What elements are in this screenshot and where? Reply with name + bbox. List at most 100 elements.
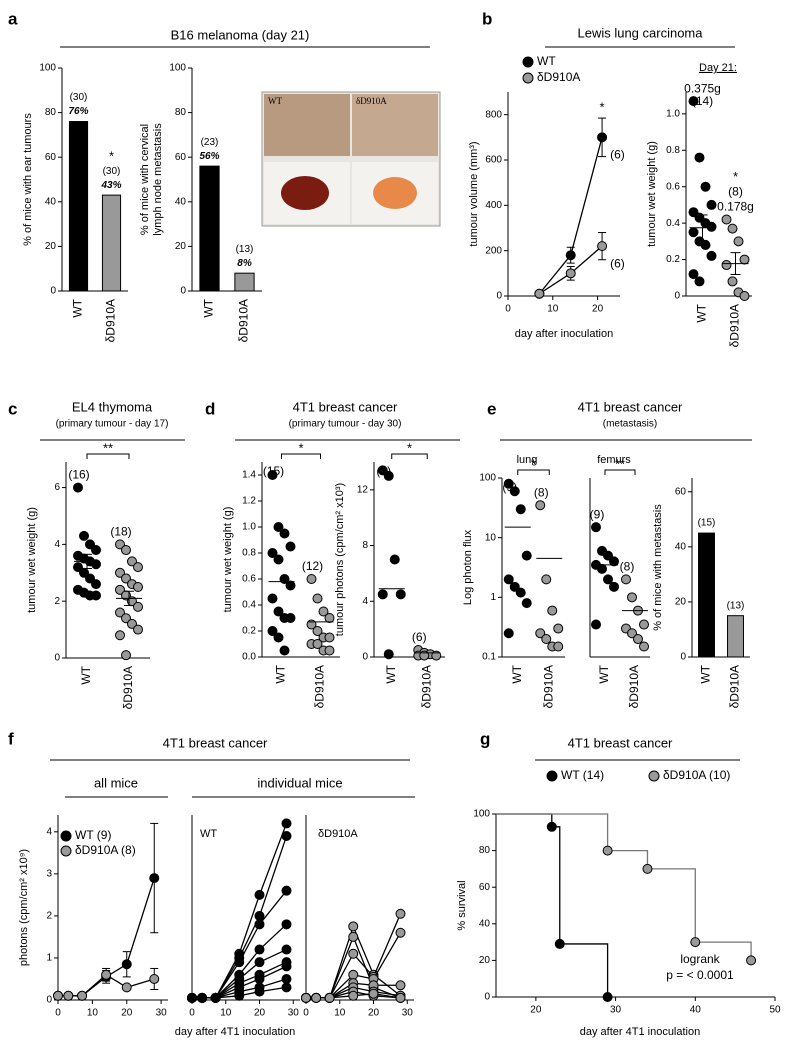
point (521, 598, 532, 609)
x-tick-label: WT (695, 303, 709, 322)
y-tick-label: 40 (479, 918, 491, 929)
photo-label: δD910A (356, 96, 387, 106)
n-label: (12) (302, 559, 323, 573)
y-tick-label: 60 (675, 486, 687, 497)
x-tick-label: WT (699, 664, 713, 683)
panel-letter: g (480, 729, 490, 748)
y-tick-label: 100 (473, 809, 490, 820)
point (739, 254, 750, 265)
point (553, 641, 564, 652)
significance: * (407, 440, 412, 455)
point (121, 545, 131, 556)
x-tick-label: WT (384, 664, 398, 683)
point (234, 957, 245, 968)
n-label: (9) (502, 480, 517, 494)
y-tick-label: 0.4 (666, 218, 680, 229)
y-tick-label: 2 (46, 911, 52, 922)
significance: * (298, 440, 303, 455)
point (127, 618, 137, 629)
point (273, 554, 284, 565)
y-axis-label: tumour wet weight (g) (222, 507, 234, 613)
y-tick-label: 200 (485, 245, 502, 256)
y-axis-label: tumour wet weight (g) (26, 507, 38, 613)
point (149, 973, 160, 984)
n-label: (15) (263, 464, 284, 478)
y-tick-label: 100 (479, 473, 496, 484)
point (324, 632, 335, 643)
point (121, 573, 131, 584)
y-axis-label: lymph node metastasis (152, 123, 164, 236)
point (515, 587, 526, 598)
point (115, 630, 125, 641)
group-label: individual mice (257, 775, 342, 790)
legend-label: WT (9) (75, 828, 111, 842)
y-tick-label: 40 (175, 196, 187, 207)
y-tick-label: 3 (46, 869, 52, 880)
survival-curve (496, 813, 752, 961)
legend-label: WT (14) (561, 768, 604, 782)
value-label: 8% (237, 258, 252, 269)
y-tick-label: 20 (45, 241, 57, 252)
photo-tumour (373, 177, 417, 209)
point (591, 522, 601, 533)
point (509, 486, 520, 497)
point (431, 650, 442, 661)
y-tick-label: 0.8 (242, 548, 256, 559)
panel-letter: b (482, 9, 492, 28)
y-tick-label: 0 (680, 652, 686, 663)
point (633, 634, 643, 645)
n-label: (13) (727, 600, 745, 611)
y-tick-label: 60 (175, 152, 187, 163)
y-tick-label: 1.4 (242, 470, 256, 481)
point (535, 500, 546, 511)
bracket (517, 469, 550, 475)
point (602, 845, 613, 856)
point (85, 573, 95, 584)
point (121, 650, 131, 661)
n-label: (8) (728, 185, 743, 199)
point (553, 623, 564, 634)
panel-subtitle: (primary tumour - day 17) (56, 419, 169, 430)
point (127, 556, 137, 567)
bracket (604, 469, 636, 475)
value-label: 76% (68, 106, 88, 117)
point (254, 910, 265, 921)
point (639, 641, 649, 652)
x-tick-label: WT (597, 664, 611, 683)
point (503, 628, 514, 639)
point (254, 973, 265, 984)
point (602, 992, 613, 1002)
y-tick-label: 80 (479, 845, 491, 856)
y-tick-label: 20 (175, 241, 187, 252)
y-tick-label: 80 (175, 107, 187, 118)
point (306, 574, 317, 584)
point (377, 589, 388, 600)
x-tick-label: 0 (303, 1008, 309, 1019)
point (389, 554, 400, 565)
point (324, 992, 335, 1003)
point (706, 199, 717, 210)
x-tick-label: δD910A (728, 665, 742, 708)
point (642, 863, 653, 874)
x-axis-label: day after inoculation (515, 328, 613, 340)
point (554, 938, 565, 949)
point (63, 990, 74, 1001)
point (348, 969, 359, 980)
point (727, 223, 738, 234)
x-tick-label: 0 (505, 304, 511, 315)
x-tick-label: δD910A (121, 666, 135, 709)
x-tick-label: 50 (769, 1005, 781, 1016)
point (746, 955, 757, 966)
y-tick-label: 0.6 (242, 574, 256, 585)
legend-marker (60, 845, 72, 857)
y-tick-label: 600 (485, 155, 502, 166)
point (85, 539, 95, 550)
point (197, 992, 208, 1003)
legend-label: δD910A (537, 70, 580, 84)
point (721, 260, 732, 271)
point (318, 606, 329, 617)
point (348, 931, 359, 942)
point (73, 562, 83, 573)
y-tick-label: 0.0 (242, 652, 256, 663)
y-tick-label: 2 (54, 596, 60, 607)
